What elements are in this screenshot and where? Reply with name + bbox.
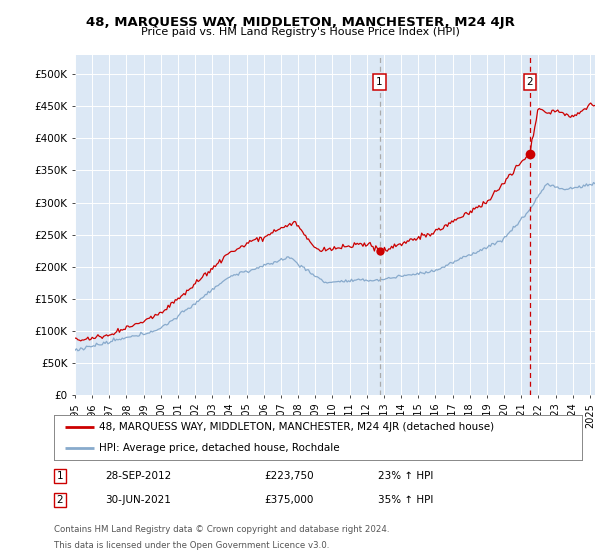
Text: 28-SEP-2012: 28-SEP-2012 xyxy=(105,471,171,481)
Text: Contains HM Land Registry data © Crown copyright and database right 2024.: Contains HM Land Registry data © Crown c… xyxy=(54,525,389,534)
Text: 2: 2 xyxy=(526,77,533,87)
Text: 30-JUN-2021: 30-JUN-2021 xyxy=(105,495,171,505)
Text: £223,750: £223,750 xyxy=(264,471,314,481)
Text: This data is licensed under the Open Government Licence v3.0.: This data is licensed under the Open Gov… xyxy=(54,540,329,549)
Text: 23% ↑ HPI: 23% ↑ HPI xyxy=(378,471,433,481)
Text: 35% ↑ HPI: 35% ↑ HPI xyxy=(378,495,433,505)
Text: 48, MARQUESS WAY, MIDDLETON, MANCHESTER, M24 4JR (detached house): 48, MARQUESS WAY, MIDDLETON, MANCHESTER,… xyxy=(99,422,494,432)
Text: 48, MARQUESS WAY, MIDDLETON, MANCHESTER, M24 4JR: 48, MARQUESS WAY, MIDDLETON, MANCHESTER,… xyxy=(86,16,514,29)
Text: HPI: Average price, detached house, Rochdale: HPI: Average price, detached house, Roch… xyxy=(99,443,340,453)
Text: 1: 1 xyxy=(376,77,383,87)
Text: 1: 1 xyxy=(56,471,64,481)
Text: £375,000: £375,000 xyxy=(264,495,313,505)
Text: 2: 2 xyxy=(56,495,64,505)
Text: Price paid vs. HM Land Registry's House Price Index (HPI): Price paid vs. HM Land Registry's House … xyxy=(140,27,460,37)
